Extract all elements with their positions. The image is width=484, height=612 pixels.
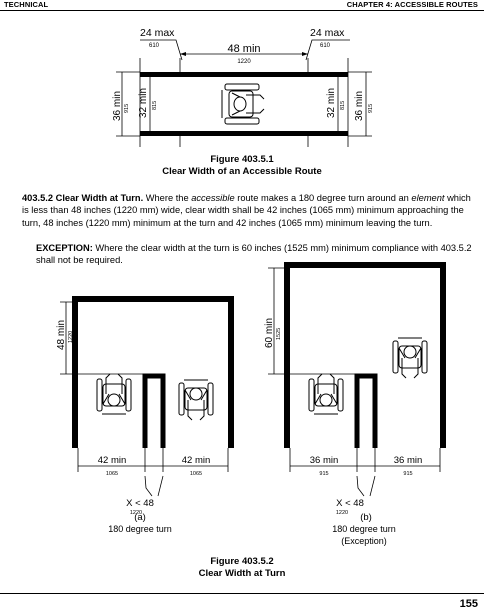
fig-a-turn-dim: 48 min [56, 320, 67, 350]
fig-a-sub-label: (a) [134, 512, 146, 523]
dim-36-min-right: 36 min [354, 91, 365, 121]
page-number: 155 [459, 598, 478, 610]
fig-b-sub-label: (b) [360, 512, 372, 523]
fig-a-x-mm: 1220 [130, 510, 142, 516]
fig-b-x-label: X < 48 [336, 498, 364, 509]
fig-b-sub-note: (Exception) [341, 536, 387, 546]
fig-b-right-dim-mm: 915 [403, 471, 412, 477]
dim-24-max-left: 24 max [140, 27, 175, 39]
dim-48-min: 48 min [227, 43, 260, 55]
dim-32-min-right: 32 min [326, 88, 337, 118]
dim-610-right: 610 [320, 43, 331, 49]
footer-rule [0, 593, 484, 594]
fig-a-x-label: X < 48 [126, 498, 154, 509]
exception-label: EXCEPTION: [36, 243, 93, 253]
defined-term-element: element [411, 193, 445, 203]
figure-403-5-2-title: Clear Width at Turn [198, 568, 286, 579]
running-header-right: CHAPTER 4: ACCESSIBLE ROUTES [346, 0, 478, 9]
header-rule [0, 10, 484, 11]
fig-a-right-dim: 42 min [182, 455, 211, 466]
fig-a-turn-dim-mm: 1220 [68, 331, 74, 343]
figure-403-5-2-number: Figure 403.5.2 [210, 556, 274, 567]
fig-a-sub-desc: 180 degree turn [108, 524, 172, 534]
dim-915-left: 915 [124, 104, 130, 113]
figure-403-5-1-title: Clear Width of an Accessible Route [162, 166, 322, 177]
dim-815-right: 815 [340, 101, 346, 110]
fig-b-left-dim: 36 min [310, 455, 339, 466]
figure-403-5-2-drawing: 48 min 1220 42 min 1065 42 min 1065 X < … [56, 262, 446, 546]
fig-b-right-dim: 36 min [394, 455, 423, 466]
fig-a-left-dim: 42 min [98, 455, 127, 466]
dim-1220: 1220 [237, 59, 251, 65]
figure-403-5-1-number: Figure 403.5.1 [210, 154, 274, 165]
defined-term-accessible: accessible [191, 193, 235, 203]
dim-915-right: 915 [368, 104, 374, 113]
fig-b-turn-dim-mm: 1525 [276, 328, 282, 340]
dim-32-min-left: 32 min [138, 88, 149, 118]
section-403-5-2-paragraph: 403.5.2 Clear Width at Turn. Where the a… [22, 193, 471, 228]
fig-a-right-dim-mm: 1065 [190, 471, 202, 477]
exception-paragraph: EXCEPTION: Where the clear width at the … [36, 243, 472, 266]
fig-b-left-dim-mm: 915 [319, 471, 328, 477]
dim-24-max-right: 24 max [310, 27, 345, 39]
dim-815-left: 815 [152, 101, 158, 110]
section-heading: 403.5.2 Clear Width at Turn. [22, 193, 144, 203]
fig-b-sub-desc: 180 degree turn [332, 524, 396, 534]
dim-610-left: 610 [149, 43, 160, 49]
fig-a-left-dim-mm: 1065 [106, 471, 118, 477]
dim-36-min-left: 36 min [112, 91, 123, 121]
fig-b-x-mm: 1220 [336, 510, 348, 516]
running-header-left: TECHNICAL [4, 0, 49, 9]
fig-b-turn-dim: 60 min [264, 318, 275, 348]
figure-403-5-1-drawing: 24 max 610 24 max 610 48 min 1220 36 min… [112, 27, 374, 147]
